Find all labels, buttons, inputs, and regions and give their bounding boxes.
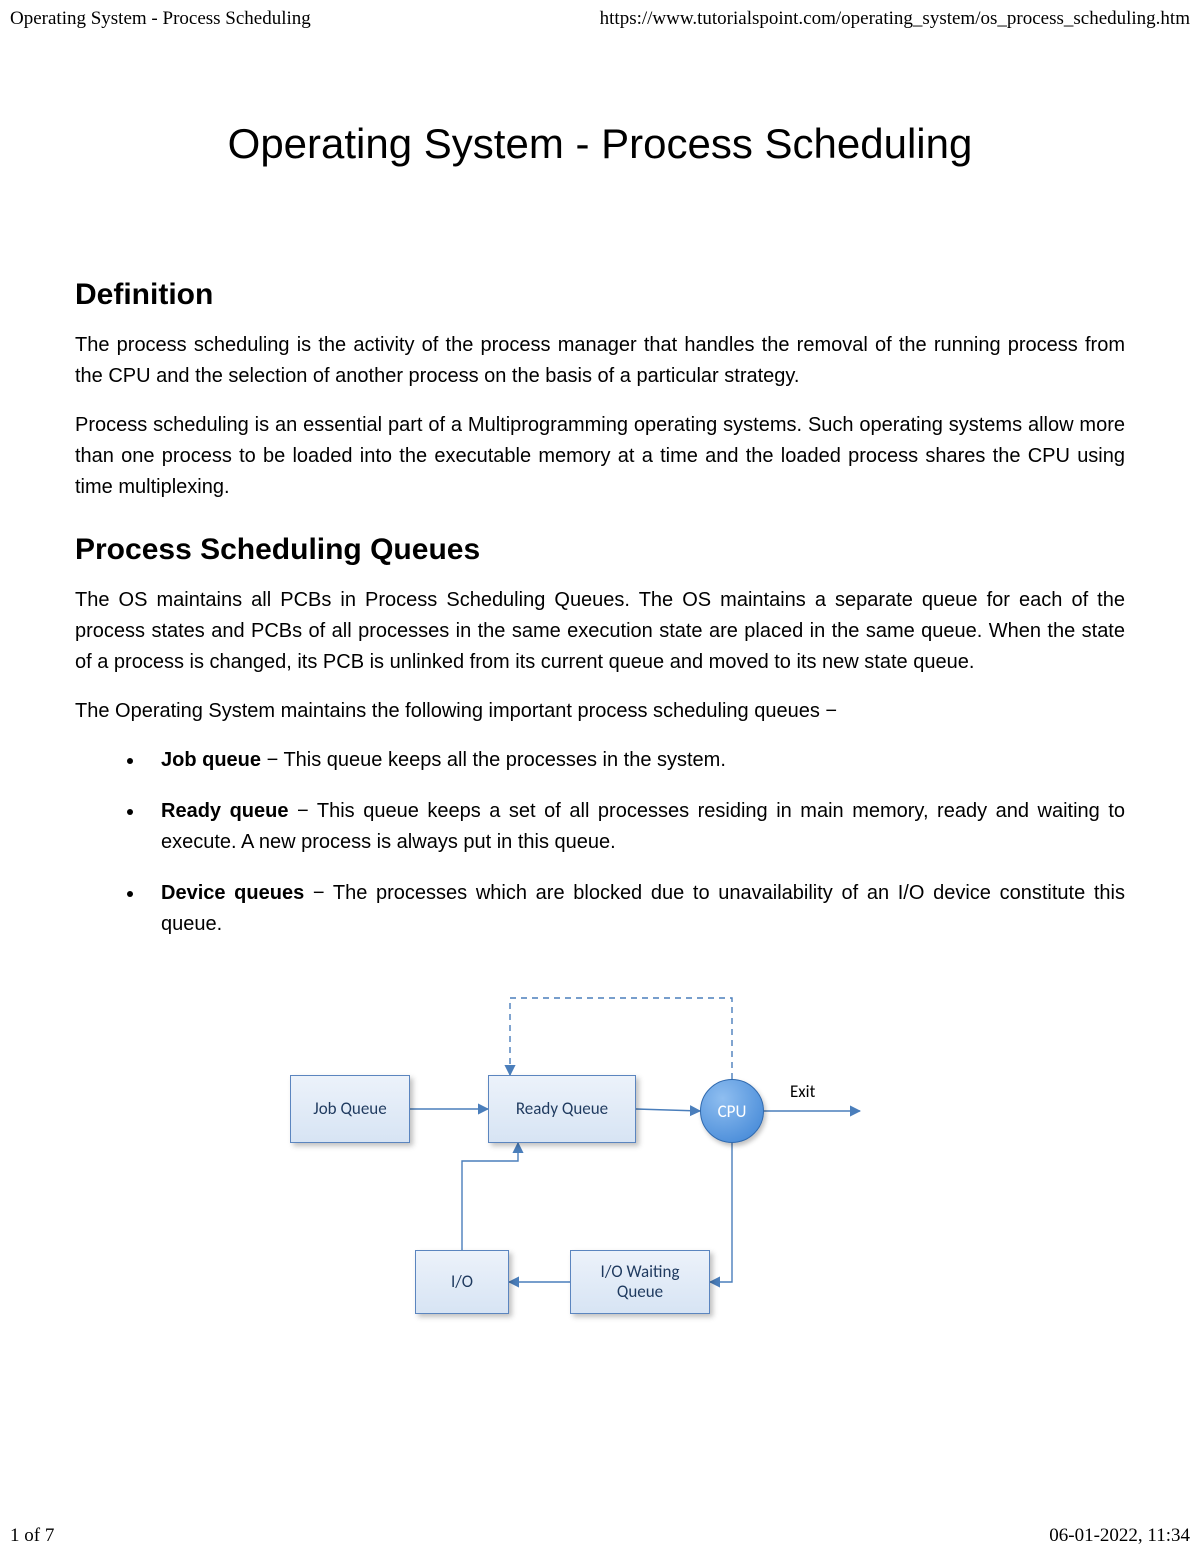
queues-p2: The Operating System maintains the follo… xyxy=(75,696,1125,727)
label-exit: Exit xyxy=(790,1081,815,1102)
process-scheduling-diagram: Job Queue Ready Queue CPU I/O I/O Waiting Qu… xyxy=(280,968,920,1338)
list-item-name: Device queues xyxy=(161,882,304,904)
section-heading-definition: Definition xyxy=(75,278,1125,312)
queues-p1: The OS maintains all PCBs in Process Sch… xyxy=(75,585,1125,678)
node-ready-queue: Ready Queue xyxy=(488,1075,636,1143)
header-url: https://www.tutorialspoint.com/operating… xyxy=(600,8,1190,30)
list-item-name: Job queue xyxy=(161,749,261,771)
list-item-name: Ready queue xyxy=(161,800,288,822)
node-io-waiting-queue: I/O Waiting Queue xyxy=(570,1250,710,1314)
definition-p2: Process scheduling is an essential part … xyxy=(75,410,1125,503)
header-doc-title: Operating System - Process Scheduling xyxy=(10,8,311,30)
queue-list: Job queue − This queue keeps all the pro… xyxy=(75,745,1125,940)
section-heading-queues: Process Scheduling Queues xyxy=(75,533,1125,567)
page-title: Operating System - Process Scheduling xyxy=(75,120,1125,168)
definition-p1: The process scheduling is the activity o… xyxy=(75,330,1125,392)
list-item: Ready queue − This queue keeps a set of … xyxy=(145,796,1125,858)
node-cpu: CPU xyxy=(700,1079,764,1143)
diagram-container: Job Queue Ready Queue CPU I/O I/O Waiting Qu… xyxy=(75,968,1125,1338)
list-item: Job queue − This queue keeps all the pro… xyxy=(145,745,1125,776)
list-item: Device queues − The processes which are … xyxy=(145,878,1125,940)
node-io: I/O xyxy=(415,1250,509,1314)
list-item-desc: − This queue keeps all the processes in … xyxy=(261,749,726,771)
page-content: Operating System - Process Scheduling De… xyxy=(0,30,1200,1338)
footer-timestamp: 06-01-2022, 11:34 xyxy=(1049,1525,1190,1547)
print-header: Operating System - Process Scheduling ht… xyxy=(0,0,1200,30)
list-item-desc: − This queue keeps a set of all processe… xyxy=(161,800,1125,853)
print-footer: 1 of 7 06-01-2022, 11:34 xyxy=(10,1525,1190,1547)
list-item-desc: − The processes which are blocked due to… xyxy=(161,882,1125,935)
node-job-queue: Job Queue xyxy=(290,1075,410,1143)
footer-page: 1 of 7 xyxy=(10,1525,54,1547)
